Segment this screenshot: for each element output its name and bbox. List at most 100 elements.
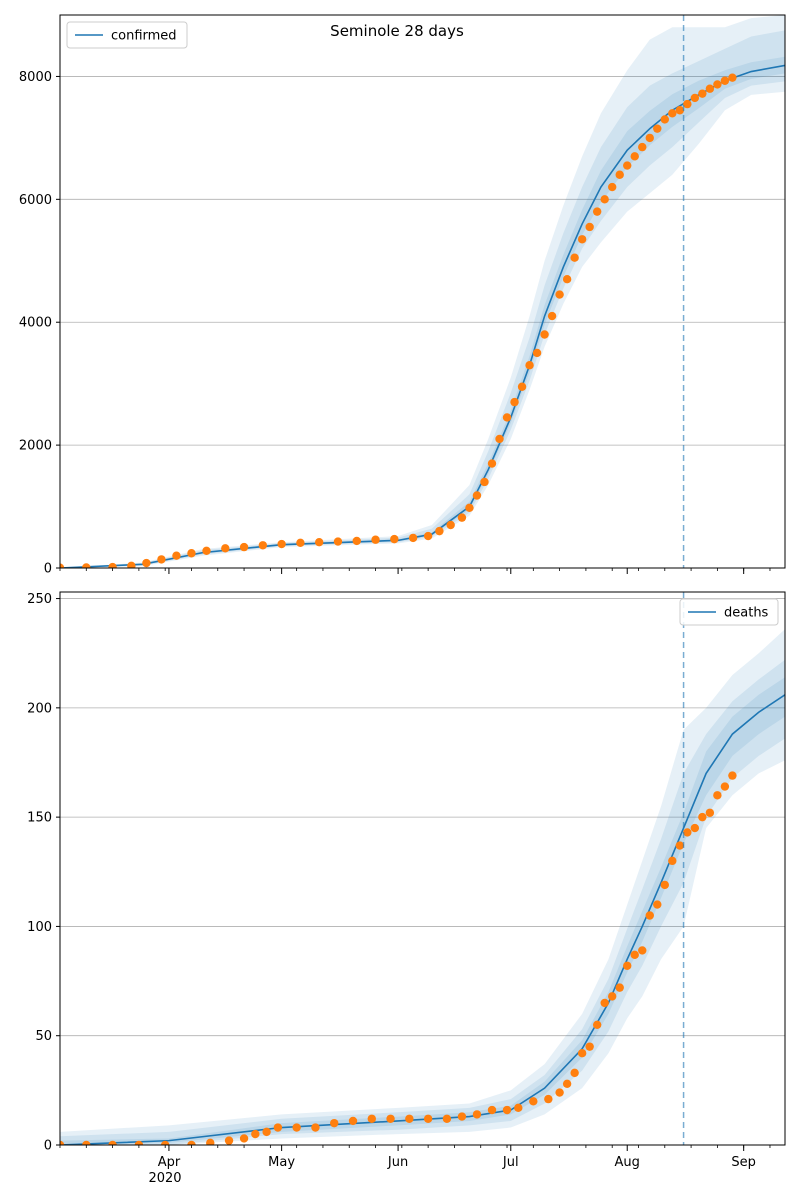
deaths-observed-point [423, 1114, 433, 1123]
confirmed-observed-point [517, 382, 527, 391]
deaths-observed-point [623, 961, 632, 970]
confirmed-observed-point [705, 84, 715, 93]
deaths-observed-point [615, 983, 624, 992]
confirmed-observed-point [127, 561, 136, 568]
confirmed-observed-point [277, 539, 286, 549]
confirmed-observed-point [60, 563, 65, 568]
confirmed-legend-label: confirmed [111, 29, 177, 44]
deaths-observed-point [675, 841, 685, 850]
confirmed-observed-point [239, 542, 249, 552]
deaths-observed-point [600, 998, 609, 1008]
deaths-x-tick-label: Jun [387, 1155, 408, 1170]
confirmed-y-tick-label: 0 [44, 562, 52, 577]
deaths-observed-point [660, 880, 669, 890]
deaths-observed-point [273, 1123, 283, 1132]
deaths-y-tick-label: 0 [44, 1139, 52, 1154]
deaths-observed-point [386, 1114, 395, 1123]
confirmed-observed-point [142, 558, 151, 568]
deaths-y-tick-label: 150 [27, 811, 52, 826]
confirmed-observed-point [435, 526, 444, 536]
confirmed-observed-point [221, 544, 230, 553]
confirmed-observed-point [352, 536, 361, 546]
confirmed-observed-point [314, 537, 324, 547]
deaths-x-tick-label: Apr [158, 1155, 181, 1170]
confirmed-observed-point [371, 535, 380, 544]
deaths-observed-point [457, 1112, 467, 1121]
confirmed-observed-point [258, 541, 268, 550]
confirmed-observed-point [465, 503, 474, 512]
deaths-observed-point [585, 1042, 594, 1051]
confirmed-observed-point [108, 562, 117, 568]
deaths-y-tick-label: 250 [27, 592, 52, 607]
confirmed-observed-point [562, 275, 572, 284]
deaths-observed-point [630, 950, 639, 960]
confirmed-observed-point [675, 106, 685, 115]
confirmed-observed-point [660, 115, 669, 124]
deaths-observed-point [720, 782, 730, 791]
deaths-uncertainty-band-1 [60, 659, 785, 1145]
deaths-observed-point [60, 1140, 65, 1145]
deaths-x-tick-label: May [268, 1155, 295, 1170]
confirmed-axes-frame [59, 14, 786, 569]
confirmed-observed-point [187, 549, 196, 558]
deaths-y-tick-label: 50 [35, 1029, 52, 1044]
confirmed-observed-point [472, 491, 482, 500]
deaths-observed-point [330, 1118, 339, 1128]
confirmed-observed-point [172, 551, 181, 560]
confirmed-observed-point [390, 534, 399, 544]
x-year-label: 2020 [148, 1171, 181, 1186]
deaths-y-tick-label: 200 [27, 701, 52, 716]
deaths-observed-point [728, 771, 737, 780]
deaths-observed-point [690, 823, 700, 833]
deaths-observed-point [555, 1088, 564, 1097]
confirmed-observed-point [638, 142, 647, 152]
confirmed-y-tick-label: 4000 [19, 316, 52, 331]
deaths-x-tick-label: Jul [502, 1155, 519, 1170]
deaths-observed-point [134, 1140, 144, 1145]
deaths-observed-point [251, 1129, 260, 1139]
confirmed-observed-point [577, 235, 587, 244]
confirmed-observed-point [202, 546, 211, 555]
deaths-observed-point [262, 1127, 271, 1137]
confirmed-uncertainty-band-1 [60, 30, 785, 568]
confirmed-observed-point [423, 531, 433, 541]
confirmed-observed-point [720, 76, 730, 85]
deaths-x-tick-label: Aug [615, 1155, 640, 1170]
deaths-observed-point [442, 1114, 452, 1123]
deaths-observed-point [239, 1134, 249, 1143]
confirmed-observed-point [690, 93, 700, 103]
deaths-observed-point [570, 1068, 579, 1078]
confirmed-observed-point [532, 348, 542, 358]
confirmed-observed-point [570, 253, 579, 262]
deaths-observed-point [653, 900, 662, 909]
confirmed-observed-point [502, 413, 512, 422]
confirmed-uncertainty-band-0 [60, 15, 785, 568]
confirmed-observed-point [333, 537, 343, 546]
deaths-x-tick-label: Sep [731, 1155, 756, 1170]
deaths-legend: deaths [679, 598, 779, 626]
confirmed-observed-point [157, 555, 166, 564]
deaths-observed-point [82, 1140, 91, 1145]
deaths-observed-point [206, 1138, 215, 1145]
confirmed-observed-point [510, 397, 519, 407]
deaths-observed-point [108, 1140, 117, 1145]
confirmed-observed-point [645, 133, 654, 143]
confirmed-observed-point [555, 290, 564, 299]
confirmed-y-tick-label: 8000 [19, 70, 52, 85]
deaths-observed-point [705, 808, 715, 817]
deaths-observed-point [311, 1123, 320, 1132]
deaths-observed-point [224, 1136, 234, 1145]
deaths-legend-label: deaths [724, 606, 769, 621]
confirmed-observed-point [683, 99, 692, 109]
confirmed-observed-point [446, 520, 455, 530]
confirmed-observed-point [728, 73, 737, 82]
confirmed-observed-point [615, 170, 624, 179]
confirmed-observed-point [585, 222, 594, 232]
deaths-observed-point [160, 1140, 170, 1145]
deaths-observed-point [638, 946, 647, 955]
deaths-panel: 0 50 100 150 200 250 Apr May Jun Jul Aug Sep deaths [27, 591, 786, 1170]
confirmed-observed-point [82, 563, 91, 568]
confirmed-observed-point [623, 161, 632, 170]
confirmed-observed-point [457, 513, 467, 522]
